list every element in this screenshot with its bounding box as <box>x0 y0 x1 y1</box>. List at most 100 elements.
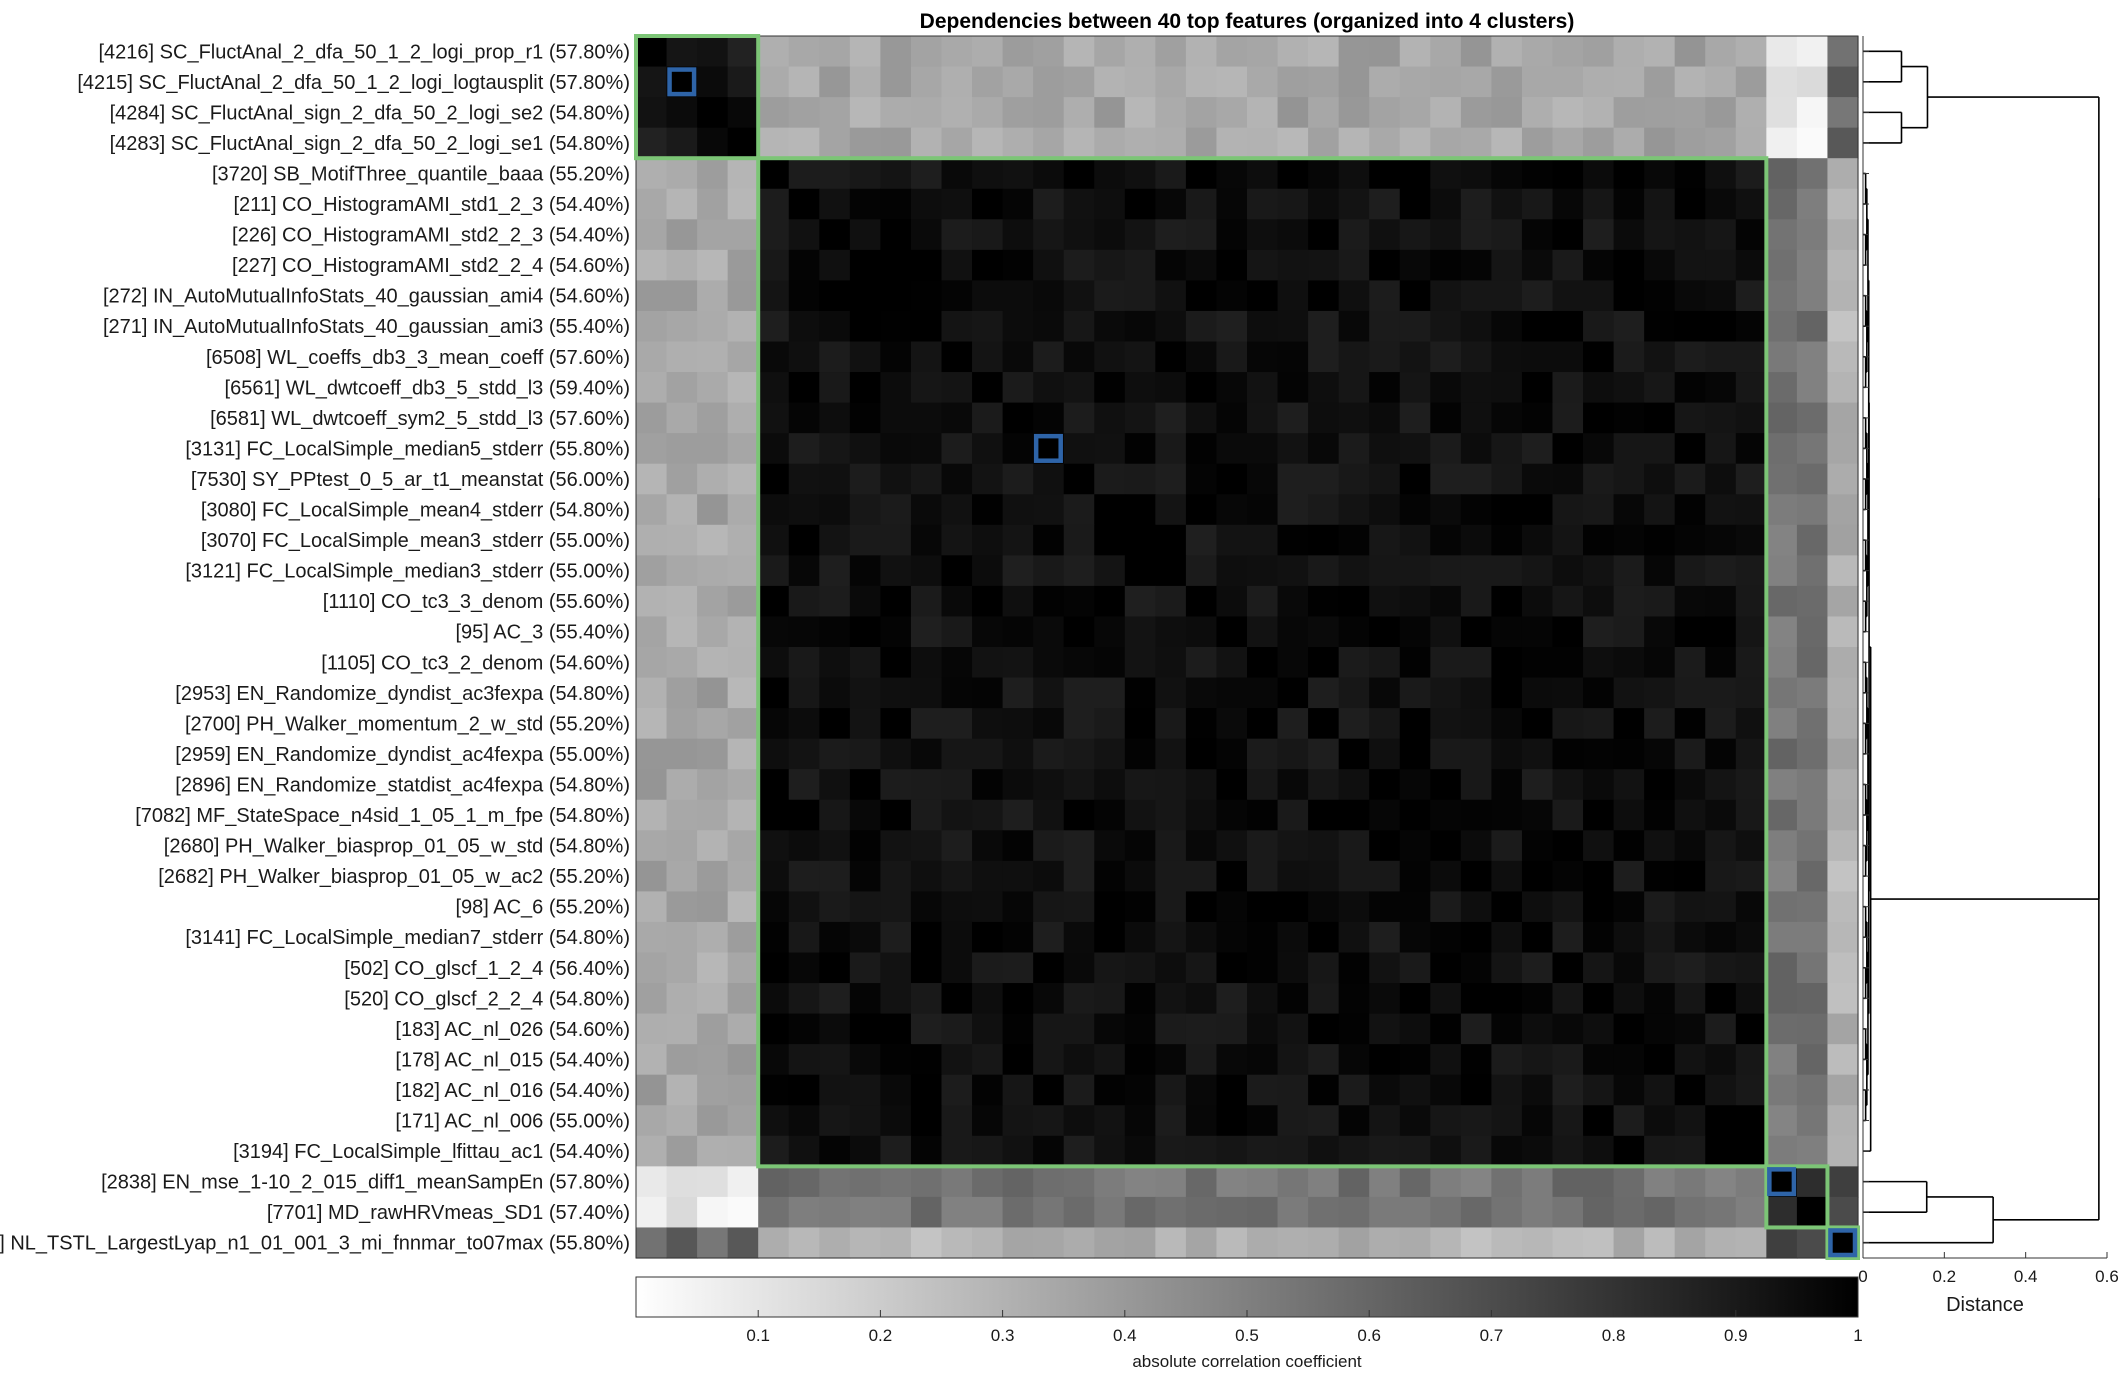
heatmap-cell <box>1185 738 1218 770</box>
heatmap-cell <box>1308 1105 1340 1137</box>
heatmap-cell <box>1644 799 1676 831</box>
heatmap-cell <box>727 188 759 220</box>
heatmap-cell <box>819 1135 851 1167</box>
heatmap-cell <box>1552 97 1584 129</box>
heatmap-cell <box>1308 1135 1340 1167</box>
heatmap-cell <box>788 1166 820 1198</box>
heatmap-cell <box>1277 219 1309 251</box>
heatmap-cell <box>1521 799 1554 831</box>
heatmap-cell <box>1827 402 1859 434</box>
heatmap-cell <box>1705 921 1737 954</box>
heatmap-cell <box>849 1074 881 1106</box>
heatmap-cell <box>1674 341 1706 373</box>
heatmap-cell <box>1613 738 1645 770</box>
heatmap-cell <box>788 1074 820 1106</box>
heatmap-cell <box>1583 921 1615 954</box>
heatmap-cell <box>1033 280 1065 312</box>
heatmap-cell <box>880 249 912 281</box>
heatmap-cell <box>758 738 790 770</box>
heatmap-cell <box>1002 127 1034 159</box>
heatmap-cell <box>1216 158 1248 190</box>
heatmap-cell <box>1583 1227 1615 1259</box>
heatmap-cell <box>1216 708 1248 740</box>
heatmap-cell <box>941 1105 973 1137</box>
heatmap-cell <box>727 1105 759 1137</box>
heatmap-cell <box>849 1166 881 1198</box>
feature-label: [2959] EN_Randomize_dyndist_ac4fexpa (55… <box>175 744 630 766</box>
heatmap-cell <box>1583 860 1615 892</box>
heatmap-cell <box>1796 402 1829 434</box>
dendrogram-tick-label: 0 <box>1858 1267 1867 1286</box>
heatmap-cell <box>788 1044 820 1076</box>
heatmap-cell <box>1399 555 1431 587</box>
heatmap-cell <box>666 708 698 740</box>
heatmap-cell <box>1369 66 1401 98</box>
heatmap-cell <box>941 647 973 679</box>
heatmap-cell <box>636 1013 668 1045</box>
heatmap-cell <box>1735 463 1767 495</box>
heatmap-cell <box>972 463 1004 495</box>
heatmap-cell <box>1033 1074 1065 1106</box>
heatmap-cell <box>1338 1074 1370 1106</box>
heatmap-cell <box>1644 1074 1676 1106</box>
heatmap-cell <box>1521 1227 1554 1259</box>
heatmap-cell <box>1124 249 1156 281</box>
heatmap-cell <box>1185 463 1218 495</box>
heatmap-cell <box>880 524 912 556</box>
heatmap-cell <box>819 402 851 434</box>
heatmap-cell <box>758 280 790 312</box>
heatmap-cell <box>1827 1105 1859 1137</box>
heatmap-cell <box>1460 1044 1492 1076</box>
heatmap-cell <box>1613 188 1645 220</box>
heatmap-cell <box>1796 616 1829 648</box>
heatmap-cell <box>1552 738 1584 770</box>
heatmap-cell <box>1460 127 1492 159</box>
heatmap-cell <box>1063 402 1095 434</box>
heatmap-cell <box>1369 616 1401 648</box>
heatmap-cell <box>1552 1227 1584 1259</box>
heatmap-cell <box>1369 830 1401 862</box>
heatmap-cell <box>1644 647 1676 679</box>
heatmap-cell <box>1063 524 1095 556</box>
heatmap-cell <box>1583 769 1615 801</box>
heatmap-cell <box>1521 66 1554 98</box>
heatmap-cell <box>1033 983 1065 1015</box>
heatmap-cell <box>1155 433 1187 465</box>
heatmap-cell <box>1613 616 1645 648</box>
heatmap-cell <box>1185 1135 1218 1167</box>
heatmap-cell <box>1766 616 1798 648</box>
heatmap-cell <box>1033 1044 1065 1076</box>
heatmap-cell <box>1277 249 1309 281</box>
heatmap-cell <box>1185 341 1218 373</box>
heatmap-cell <box>1277 738 1309 770</box>
heatmap-cell <box>1216 127 1248 159</box>
heatmap-cell <box>1338 494 1370 526</box>
heatmap-cell <box>1827 555 1859 587</box>
heatmap-cell <box>1796 647 1829 679</box>
heatmap-cell <box>1155 983 1187 1015</box>
heatmap-cell <box>1583 1044 1615 1076</box>
heatmap-cell <box>1277 677 1309 709</box>
heatmap-cell <box>1460 983 1492 1015</box>
heatmap-cell <box>1583 158 1615 190</box>
heatmap-cell <box>1033 463 1065 495</box>
heatmap-cell <box>1613 524 1645 556</box>
feature-label: [4215] SC_FluctAnal_2_dfa_50_1_2_logi_lo… <box>77 72 630 94</box>
heatmap-cell <box>1369 952 1401 984</box>
heatmap-cell <box>1460 372 1492 404</box>
heatmap-cell <box>1552 127 1584 159</box>
heatmap-cell <box>1735 555 1767 587</box>
feature-label: [2896] EN_Randomize_statdist_ac4fexpa (5… <box>175 774 630 796</box>
heatmap-cell <box>697 310 729 343</box>
heatmap-cell <box>1063 1044 1095 1076</box>
heatmap-cell <box>910 677 943 709</box>
heatmap-cell <box>1491 1196 1523 1229</box>
heatmap-cell <box>1460 1105 1492 1137</box>
heatmap-cell <box>697 677 729 709</box>
heatmap-cell <box>941 860 973 892</box>
heatmap-cell <box>1277 585 1309 618</box>
heatmap-cell <box>1552 647 1584 679</box>
heatmap-cell <box>697 983 729 1015</box>
heatmap-cell <box>697 860 729 892</box>
heatmap-cell <box>880 36 912 68</box>
